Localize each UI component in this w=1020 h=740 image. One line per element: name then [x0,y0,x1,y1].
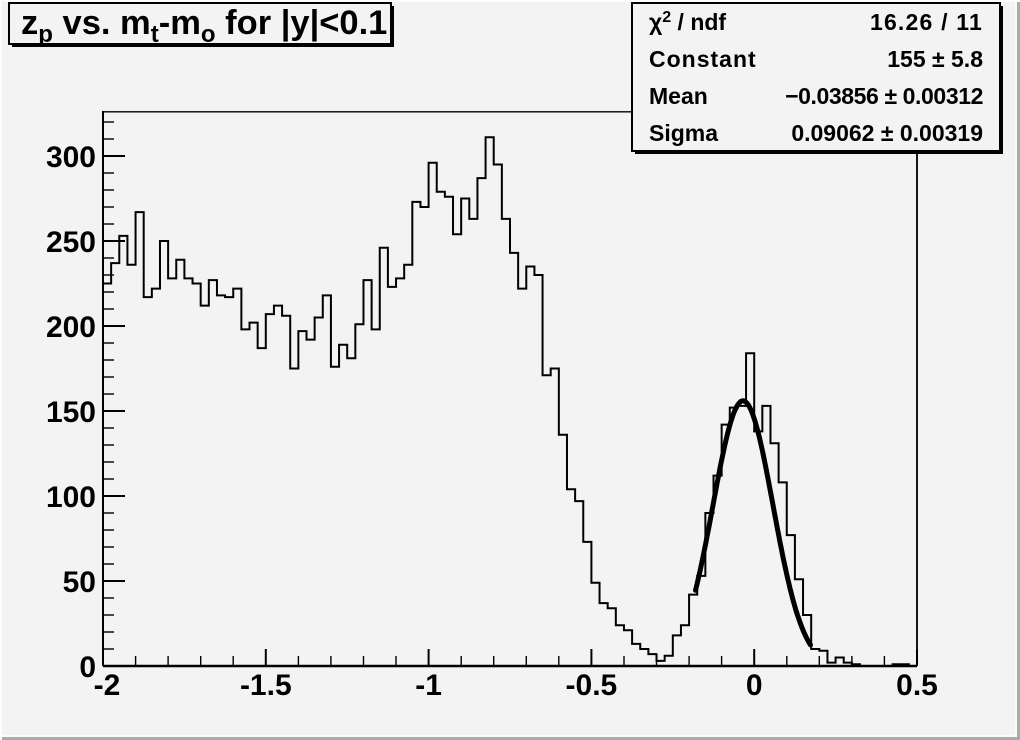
svg-text:0: 0 [746,669,763,702]
svg-text:Mean: Mean [649,83,708,109]
svg-text:155 ± 5.8: 155 ± 5.8 [887,46,983,72]
svg-text:50: 50 [63,566,96,599]
svg-text:250: 250 [46,226,96,259]
svg-text:χ2 / ndf: χ2 / ndf [649,9,726,35]
svg-text:16.26 / 11: 16.26 / 11 [870,9,983,35]
svg-text:0.09062 ± 0.00319: 0.09062 ± 0.00319 [791,120,983,146]
svg-text:150: 150 [46,396,96,429]
svg-text:0: 0 [79,651,96,684]
svg-text:Constant: Constant [649,46,757,72]
svg-text:100: 100 [46,481,96,514]
svg-text:-2: -2 [94,669,121,702]
svg-text:200: 200 [46,311,96,344]
svg-text:Sigma: Sigma [649,120,718,146]
svg-text:-1: -1 [415,669,442,702]
svg-text:0.5: 0.5 [896,669,938,702]
svg-text:−0.03856 ± 0.00312: −0.03856 ± 0.00312 [785,83,983,109]
svg-text:300: 300 [46,141,96,174]
svg-text:-1.5: -1.5 [240,669,292,702]
svg-text:-0.5: -0.5 [566,669,618,702]
